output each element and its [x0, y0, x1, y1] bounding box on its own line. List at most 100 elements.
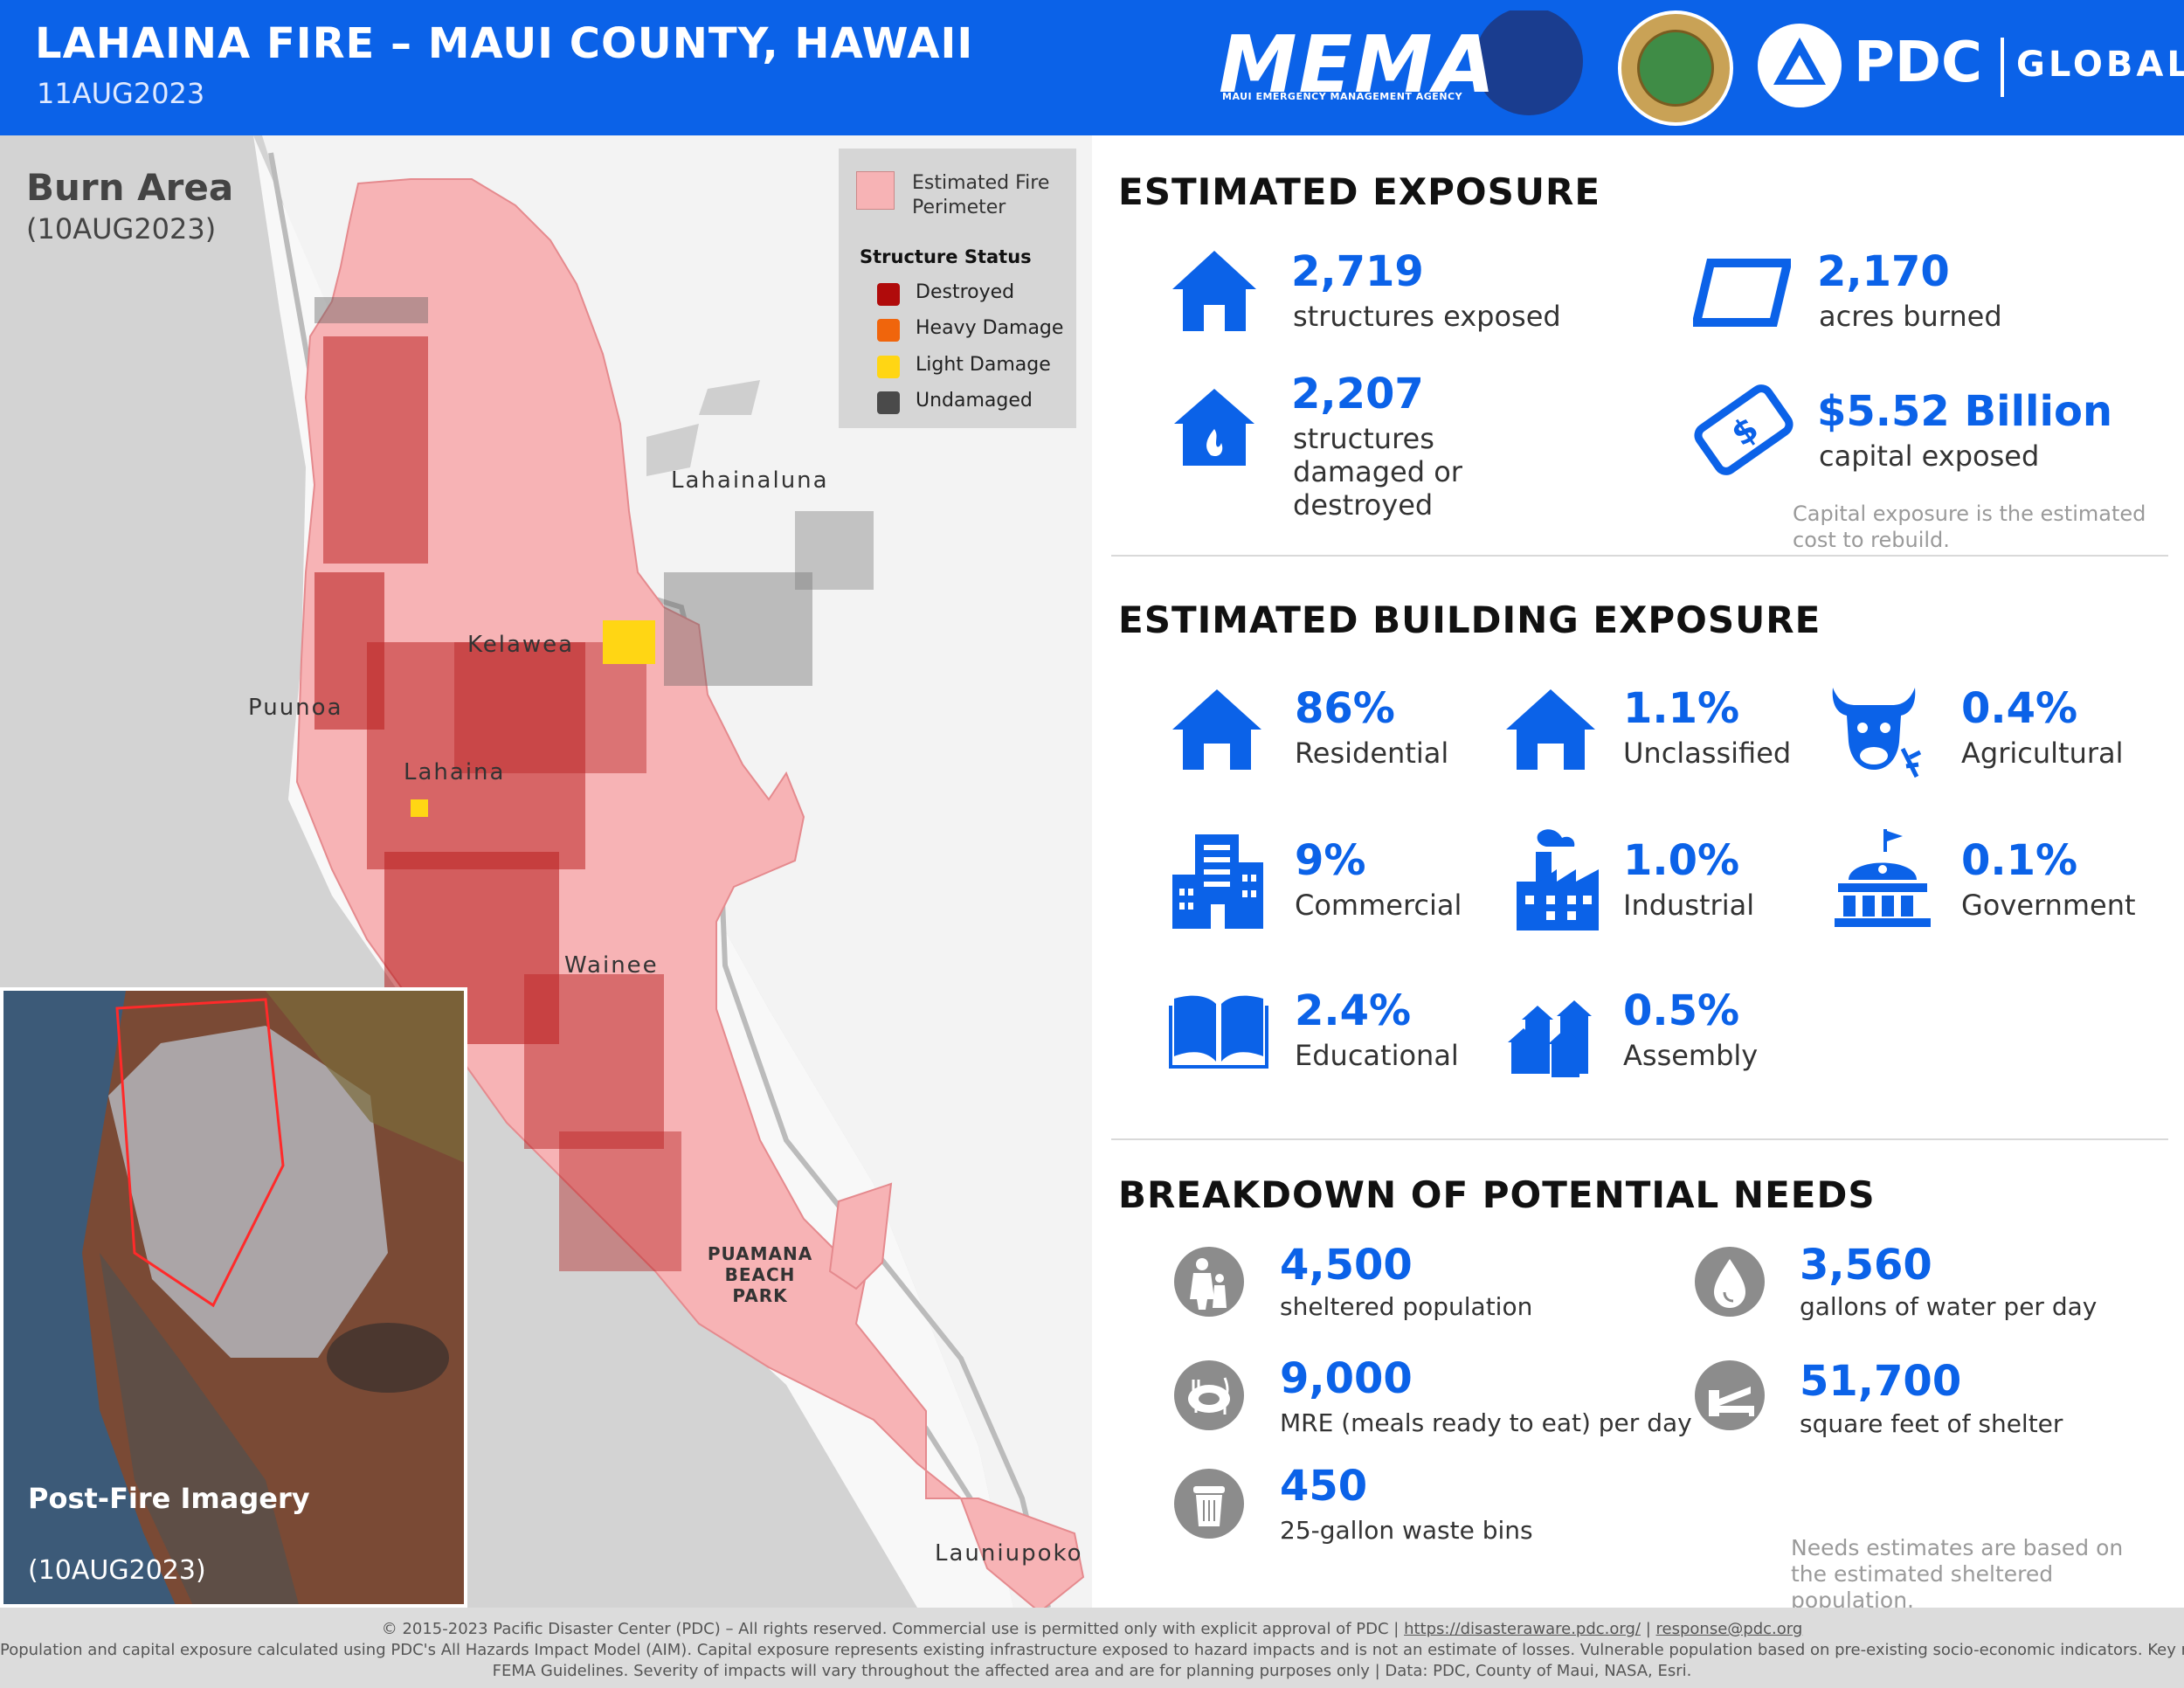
unclassified-value: 1.1%	[1623, 684, 1740, 733]
legend-label: Heavy Damage	[916, 317, 1064, 339]
footer: © 2015-2023 Pacific Disaster Center (PDC…	[0, 1608, 2184, 1688]
legend-label: Destroyed	[916, 281, 1015, 303]
industrial-value: 1.0%	[1623, 836, 1740, 885]
money-icon: $	[1694, 384, 1794, 475]
government-label: Government	[1961, 889, 2136, 922]
cot-icon	[1695, 1360, 1765, 1430]
unclassified-house-icon	[1506, 689, 1595, 770]
copyright-line: © 2015-2023 Pacific Disaster Center (PDC…	[381, 1620, 1803, 1638]
shelter-area-value: 51,700	[1800, 1357, 1962, 1406]
undamaged-structures	[314, 297, 874, 686]
page-date: 11AUG2023	[37, 77, 205, 110]
place-label-wainee: Wainee	[564, 952, 659, 979]
fire-perimeter-swatch	[856, 171, 895, 210]
destroyed-swatch	[877, 283, 900, 306]
copyright-text: © 2015-2023 Pacific Disaster Center (PDC…	[381, 1620, 1389, 1638]
industrial-label: Industrial	[1623, 889, 1755, 922]
building-exposure-title: ESTIMATED BUILDING EXPOSURE	[1118, 598, 1821, 641]
place-label-puamana-beach-park: PUAMANA BEACH PARK	[707, 1243, 813, 1306]
header-banner: LAHAINA FIRE – MAUI COUNTY, HAWAII 11AUG…	[0, 0, 2184, 135]
book-icon	[1169, 995, 1268, 1069]
map-legend: Estimated Fire Perimeter Structure Statu…	[839, 149, 1076, 428]
educational-value: 2.4%	[1295, 986, 1412, 1035]
potential-needs-title: BREAKDOWN OF POTENTIAL NEEDS	[1118, 1173, 1876, 1216]
structure-status-title: Structure Status	[860, 246, 1032, 267]
structures-exposed-label: structures exposed	[1293, 300, 1561, 333]
mre-label: MRE (meals ready to eat) per day	[1280, 1408, 1692, 1437]
data-sources-line: FEMA Guidelines. Severity of impacts wil…	[492, 1662, 1692, 1680]
structures-exposed-value: 2,719	[1291, 247, 1424, 296]
mre-value: 9,000	[1280, 1354, 1413, 1403]
legend-label: Undamaged	[916, 390, 1033, 412]
water-value: 3,560	[1800, 1241, 1932, 1290]
agricultural-value: 0.4%	[1961, 684, 2078, 733]
family-icon	[1174, 1247, 1244, 1317]
acres-burned-value: 2,170	[1817, 247, 1950, 296]
mema-logo: MEMA MAUI EMERGENCY MANAGEMENT AGENCY	[1219, 10, 1586, 115]
office-building-icon	[1172, 834, 1263, 929]
place-label-puunoa: Puunoa	[248, 695, 343, 721]
divider	[1111, 555, 2168, 557]
place-label-kelawea: Kelawea	[467, 632, 575, 658]
government-value: 0.1%	[1961, 836, 2078, 885]
map-title-date: (10AUG2023)	[26, 212, 217, 246]
inset-date: (10AUG2023)	[28, 1555, 206, 1586]
light-damage-swatch	[877, 356, 900, 378]
light-damage-structures	[411, 620, 655, 817]
assembly-value: 0.5%	[1623, 986, 1740, 1035]
commercial-value: 9%	[1295, 836, 1366, 885]
pdc-global-logo: PDC GLOBAL	[1756, 22, 2184, 118]
structures-damaged-value: 2,207	[1291, 370, 1424, 419]
capital-exposed-label: capital exposed	[1819, 439, 2040, 473]
legend-label: Light Damage	[916, 354, 1051, 376]
unclassified-label: Unclassified	[1623, 737, 1792, 770]
response-email-link[interactable]: response@pdc.org	[1655, 1620, 1803, 1638]
fire-perimeter-label: Estimated Fire Perimeter	[912, 172, 1050, 218]
houses-icon	[1508, 1000, 1592, 1077]
acres-burned-label: acres burned	[1819, 300, 2002, 333]
agricultural-label: Agricultural	[1961, 737, 2124, 770]
trash-bin-icon	[1174, 1469, 1244, 1539]
capital-exposed-value: $5.52 Billion	[1817, 387, 2113, 436]
shelter-area-label: square feet of shelter	[1800, 1409, 2063, 1438]
mema-logo-text: MEMA	[1219, 19, 1497, 111]
heavy-damage-swatch	[877, 319, 900, 342]
disasteraware-link[interactable]: https://disasteraware.pdc.org/	[1404, 1620, 1641, 1638]
burn-area-map[interactable]: Burn Area (10AUG2023) Lahainaluna Kelawe…	[0, 135, 1092, 1608]
pdc-logo-text: PDC	[1854, 31, 1982, 95]
divider	[1111, 1138, 2168, 1140]
waste-bins-value: 450	[1280, 1462, 1368, 1511]
residential-label: Residential	[1295, 737, 1449, 770]
parcel-icon	[1693, 259, 1791, 327]
residential-value: 86%	[1295, 684, 1395, 733]
post-fire-imagery-inset[interactable]: Post-Fire Imagery (10AUG2023)	[0, 987, 467, 1608]
statistics-panel: ESTIMATED EXPOSURE 2,719 structures expo…	[1092, 135, 2184, 1613]
capital-exposure-note: Capital exposure is the estimated cost t…	[1793, 502, 2146, 552]
factory-icon	[1517, 829, 1599, 930]
commercial-label: Commercial	[1295, 889, 1462, 922]
page-title: LAHAINA FIRE – MAUI COUNTY, HAWAII	[35, 19, 974, 68]
waste-bins-label: 25-gallon waste bins	[1280, 1516, 1533, 1545]
house-icon	[1172, 251, 1256, 331]
inset-title: Post-Fire Imagery	[28, 1482, 310, 1515]
water-drop-icon	[1695, 1247, 1765, 1317]
needs-note: Needs estimates are based on the estimat…	[1791, 1535, 2124, 1613]
map-canvas	[253, 135, 1092, 1608]
sheltered-population-label: sheltered population	[1280, 1292, 1533, 1321]
estimated-exposure-title: ESTIMATED EXPOSURE	[1118, 170, 1601, 213]
place-label-lahaina: Lahaina	[404, 759, 506, 785]
assembly-label: Assembly	[1623, 1039, 1759, 1072]
pdc-triangle-icon	[1758, 24, 1842, 107]
methodology-line: Population and capital exposure calculat…	[0, 1641, 2184, 1659]
county-seal-icon	[1618, 10, 1733, 126]
undamaged-swatch	[877, 391, 900, 414]
pdc-global-text: GLOBAL	[2016, 45, 2184, 85]
residential-house-icon	[1172, 689, 1261, 770]
map-title: Burn Area	[26, 166, 234, 209]
meal-icon	[1174, 1360, 1244, 1430]
place-label-lahainaluna: Lahainaluna	[671, 467, 829, 494]
water-label: gallons of water per day	[1800, 1292, 2098, 1321]
satellite-image	[3, 991, 464, 1604]
burning-house-icon	[1174, 389, 1254, 466]
destroyed-structures	[314, 336, 681, 1271]
